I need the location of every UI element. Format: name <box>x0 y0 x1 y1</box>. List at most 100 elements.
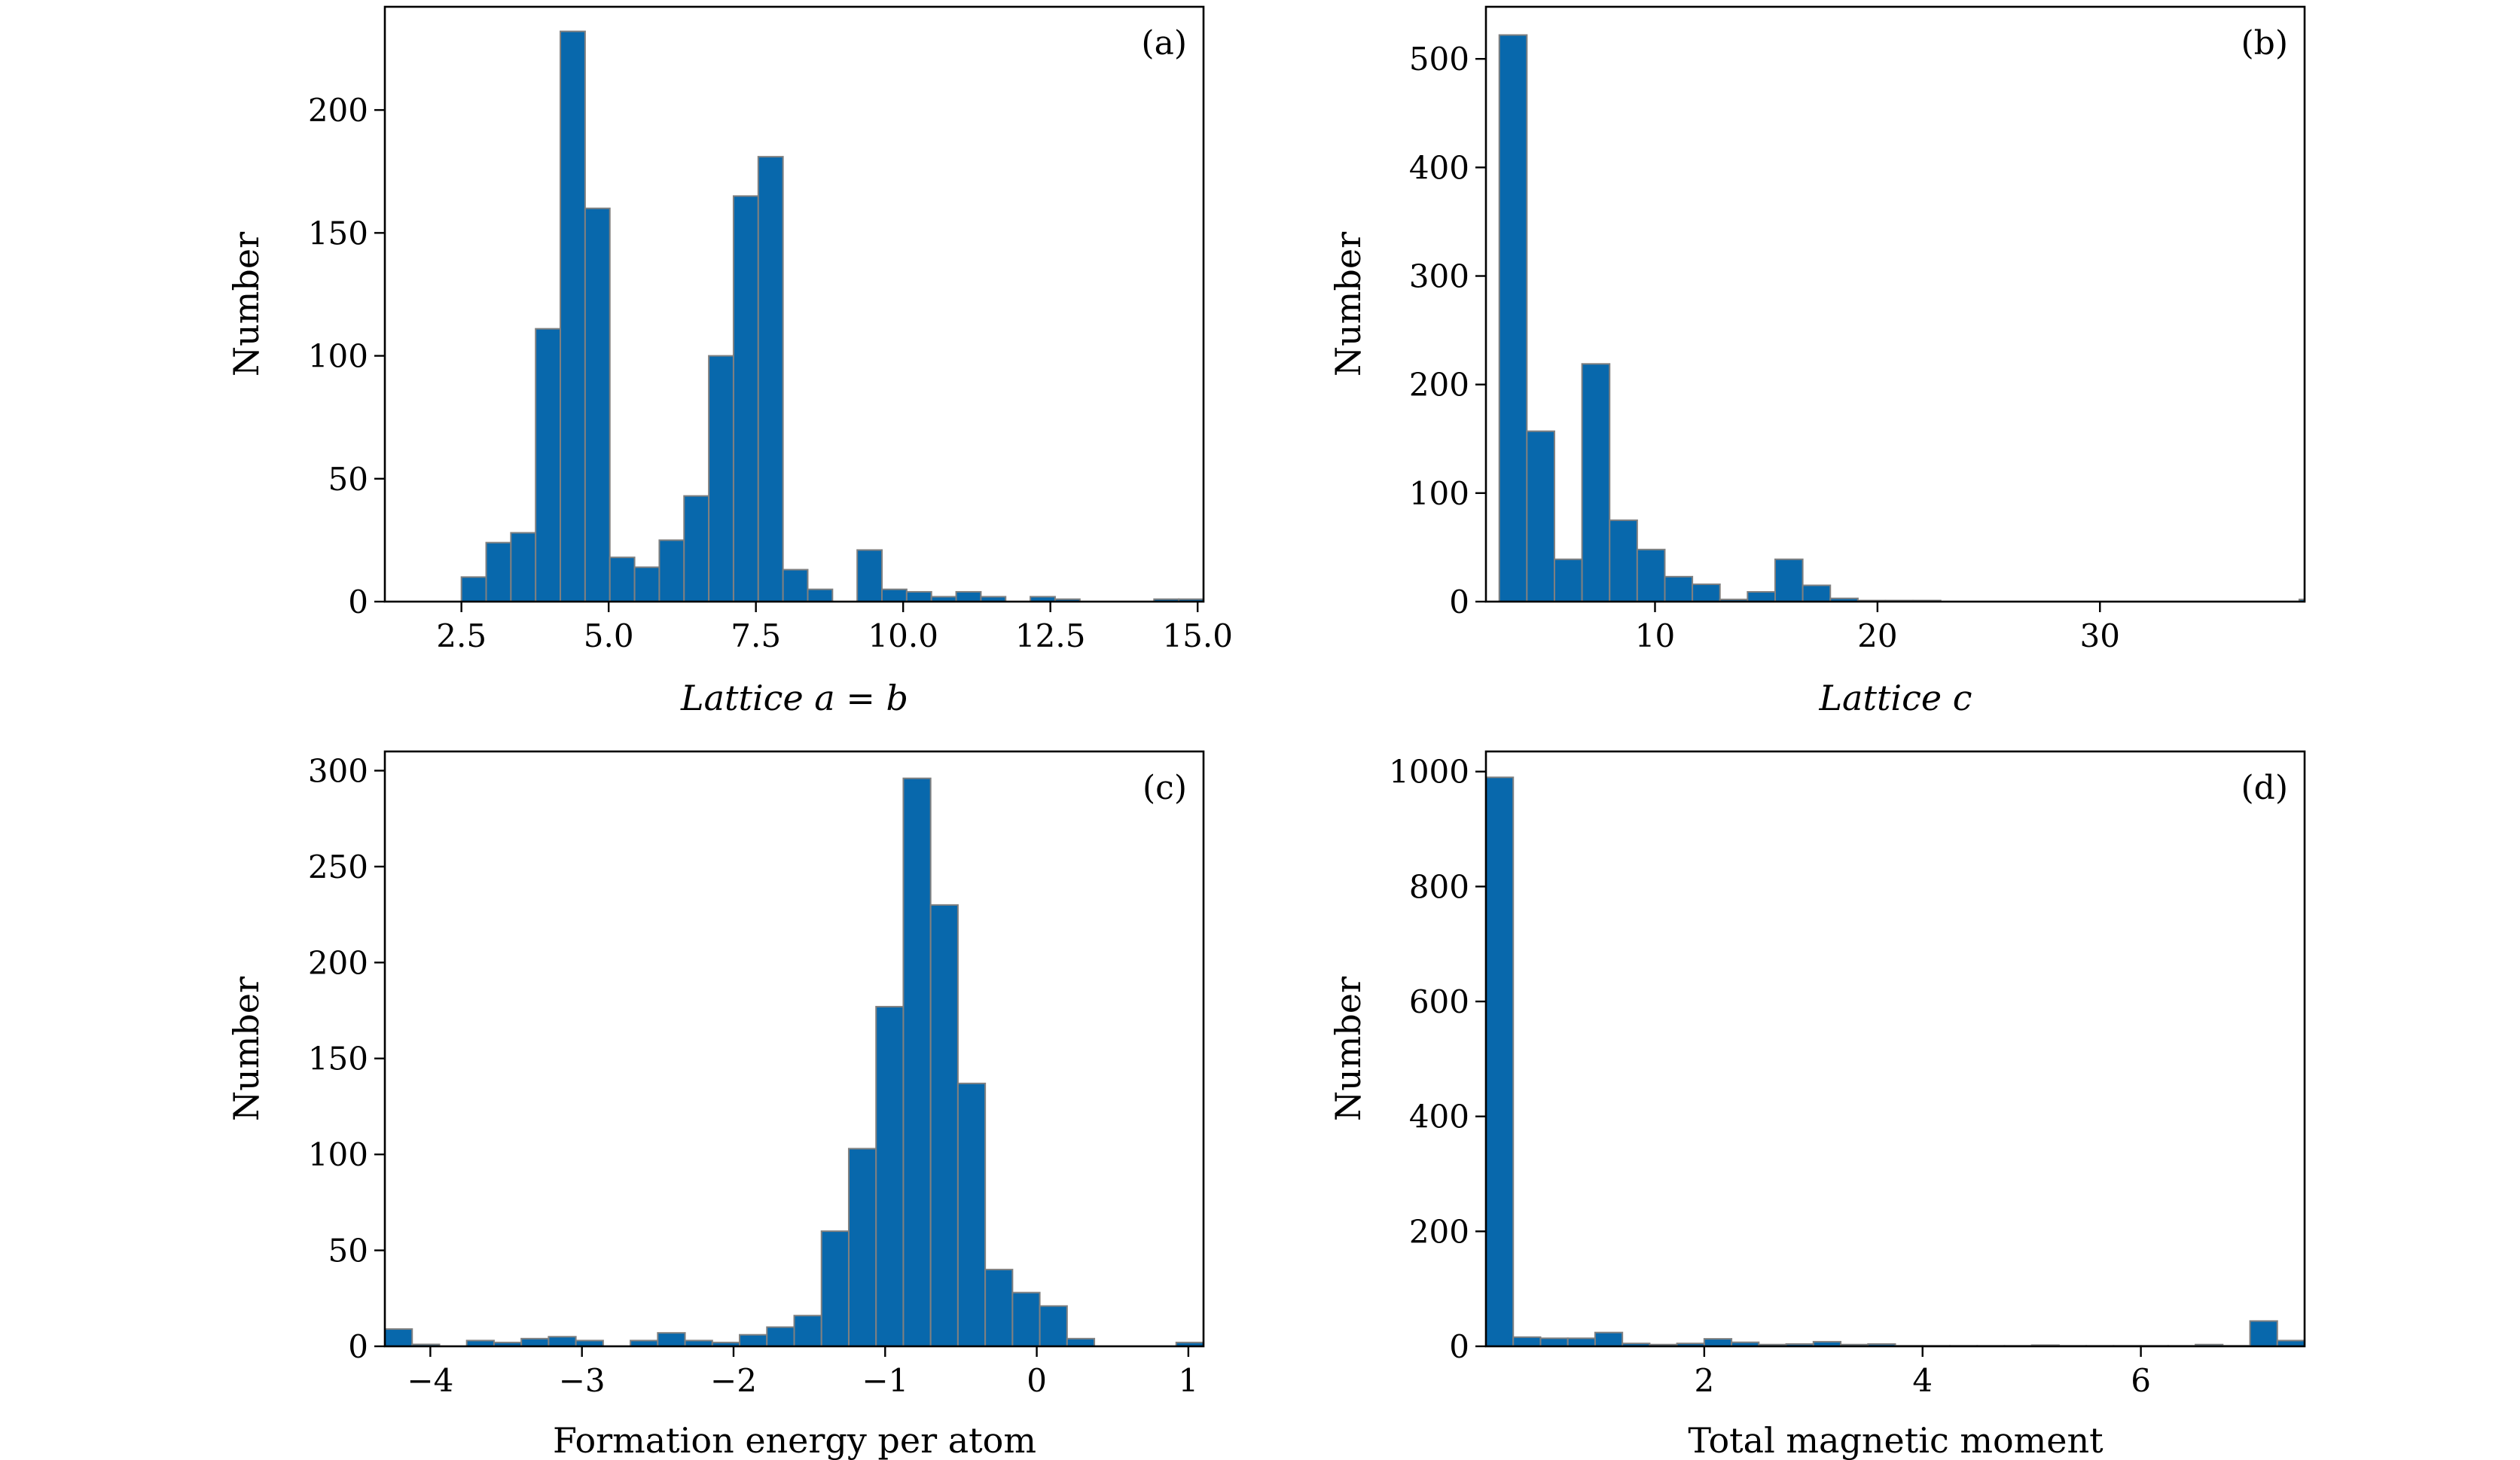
panel-d-y-tick-label: 200 <box>1409 1213 1469 1250</box>
panel-c-y-tick-label: 150 <box>308 1041 368 1077</box>
panel-a-y-tick-label: 50 <box>328 461 368 498</box>
panel-c-bar <box>575 1340 604 1346</box>
panel-c-y-axis-label: Number <box>226 977 267 1121</box>
panel-c-x-axis-label: Formation energy per atom <box>553 1420 1036 1460</box>
panel-b-y-ticks: 0 100 200 300 400 500 <box>1409 41 1486 620</box>
panel-a-bar <box>881 588 908 602</box>
panel-b-axes-frame <box>1484 5 2306 603</box>
panel-b-y-tick-label: 300 <box>1409 258 1469 295</box>
panel-c-x-tick-label: −3 <box>559 1362 606 1399</box>
panel-d-x-axis-label: Total magnetic moment <box>1688 1420 2104 1460</box>
panel-c-bar <box>793 1315 822 1346</box>
panel-d-y-ticks: 0 200 400 600 800 1000 <box>1389 754 1486 1365</box>
panel-d-bar <box>1539 1337 1569 1346</box>
panel-d-bar <box>1567 1337 1596 1346</box>
panel-d-label: (d) <box>2241 769 2289 807</box>
panel-a-y-tick-label: 150 <box>308 215 368 251</box>
panel-c-y-tick-label: 250 <box>308 849 368 885</box>
panel-a-x-tick-label: 10.0 <box>868 617 938 654</box>
panel-d-bar <box>1703 1338 1733 1346</box>
panel-b: 10 20 30 0 100 200 300 400 500 (b) Lattice c Nu… <box>1328 5 2306 718</box>
panel-a-x-tick-label: 12.5 <box>1015 617 1086 654</box>
panel-c-bar <box>385 1328 413 1346</box>
panel-d: 2 4 6 0 200 400 600 800 1000 (d) Total magnetic… <box>1328 750 2306 1460</box>
panel-c-bar <box>984 1269 1014 1346</box>
panel-c-bar <box>1039 1305 1068 1346</box>
panel-b-bar <box>1526 430 1555 602</box>
panel-a-bar <box>732 195 759 602</box>
panel-c: −4 −3 −2 −1 0 1 0 50 100 150 200 250 300 (c) Format… <box>226 750 1205 1460</box>
panel-c-bar <box>520 1337 550 1346</box>
panel-a-label: (a) <box>1141 24 1187 62</box>
panel-a-bar <box>955 590 982 602</box>
panel-c-bar <box>929 904 959 1346</box>
panel-b-bar <box>1609 519 1638 602</box>
panel-c-y-tick-label: 300 <box>308 752 368 789</box>
panel-c-bars <box>385 777 1204 1346</box>
panel-b-x-tick-label: 10 <box>1635 617 1675 654</box>
panel-a-bar <box>584 207 611 602</box>
panel-a-y-tick-label: 0 <box>348 584 368 620</box>
panel-a-bar <box>460 576 487 602</box>
panel-a-x-ticks: 2.5 5.0 7.5 10.0 12.5 15.0 <box>436 602 1233 654</box>
panel-d-x-tick-label: 4 <box>1912 1362 1933 1399</box>
panel-c-y-tick-label: 100 <box>308 1136 368 1173</box>
panel-d-x-tick-label: 2 <box>1694 1362 1714 1399</box>
panel-c-bar <box>902 777 932 1346</box>
panel-c-x-tick-label: −4 <box>407 1362 453 1399</box>
panel-a-bar <box>510 532 537 602</box>
panel-a-bar <box>856 549 883 602</box>
panel-c-label: (c) <box>1143 769 1187 807</box>
panel-c-bar <box>875 1005 905 1346</box>
panel-c-x-ticks: −4 −3 −2 −1 0 1 <box>407 1346 1198 1399</box>
panel-c-y-ticks: 0 50 100 150 200 250 300 <box>308 752 385 1365</box>
panel-c-x-tick-label: −2 <box>710 1362 757 1399</box>
panel-d-y-tick-label: 0 <box>1449 1328 1469 1365</box>
panel-b-bar <box>1747 591 1776 602</box>
panel-b-y-tick-label: 500 <box>1409 41 1469 78</box>
panel-b-y-axis-label: Number <box>1328 232 1368 376</box>
panel-c-bar <box>1011 1291 1041 1346</box>
panel-b-bar <box>1553 558 1583 602</box>
panel-a-bar <box>535 328 562 602</box>
panel-d-x-ticks: 2 4 6 <box>1694 1346 2151 1399</box>
panel-c-bar <box>956 1082 987 1346</box>
panel-b-bar <box>1802 584 1832 602</box>
panel-a: 2.5 5.0 7.5 10.0 12.5 15.0 0 50 100 150 200 (a) L… <box>226 5 1233 718</box>
panel-b-x-axis-label: Lattice c <box>1818 678 1972 718</box>
panel-d-bar <box>2249 1320 2278 1346</box>
panel-a-x-tick-label: 2.5 <box>436 617 487 654</box>
panel-d-bar <box>1512 1336 1542 1346</box>
panel-a-x-tick-label: 5.0 <box>584 617 634 654</box>
panel-c-bar <box>1066 1337 1096 1346</box>
panel-b-y-tick-label: 400 <box>1409 149 1469 186</box>
panel-c-bar <box>657 1332 686 1346</box>
panel-d-bars <box>1486 776 2305 1346</box>
panel-b-bar <box>1498 34 1528 602</box>
panel-d-y-tick-label: 800 <box>1409 868 1469 905</box>
panel-b-y-tick-label: 0 <box>1449 584 1469 620</box>
panel-a-x-tick-label: 7.5 <box>731 617 781 654</box>
panel-a-y-ticks: 0 50 100 150 200 <box>308 92 385 620</box>
panel-b-bar <box>1664 575 1694 602</box>
panel-d-bar <box>1486 776 1515 1346</box>
panel-a-bar <box>807 588 834 602</box>
panel-b-bar <box>1581 363 1611 602</box>
panel-c-x-tick-label: 1 <box>1179 1362 1199 1399</box>
panel-a-bar <box>708 355 734 602</box>
panel-b-y-tick-label: 200 <box>1409 367 1469 404</box>
panel-a-bar <box>560 30 586 602</box>
panel-a-bar <box>609 556 636 602</box>
panel-d-axes-frame <box>1484 750 2306 1348</box>
panel-c-x-tick-label: −1 <box>862 1362 908 1399</box>
panel-a-x-axis-label: Lattice a = b <box>680 678 908 718</box>
panel-b-bar <box>1692 583 1721 602</box>
panel-a-bar <box>633 566 661 602</box>
panel-b-bar <box>2298 599 2305 602</box>
panel-b-x-tick-label: 30 <box>2080 617 2120 654</box>
panel-a-bar <box>658 539 685 602</box>
panel-c-bar <box>548 1336 577 1346</box>
panel-c-y-tick-label: 50 <box>328 1233 368 1269</box>
panel-c-bar <box>739 1334 768 1346</box>
